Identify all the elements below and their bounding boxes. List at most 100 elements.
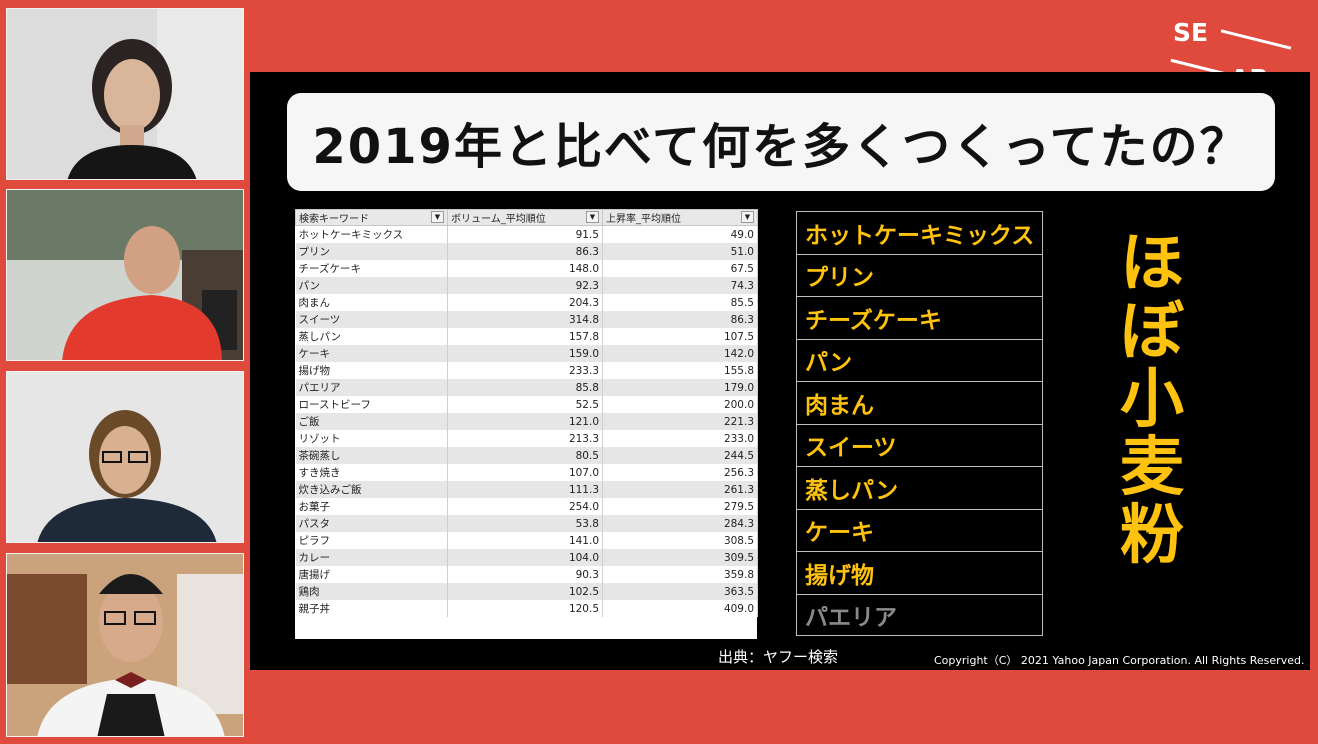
keyword-cell[interactable]: 茶碗蒸し: [295, 447, 448, 464]
filter-dropdown-icon[interactable]: ▼: [741, 211, 754, 223]
keyword-cell[interactable]: パスタ: [295, 515, 448, 532]
keyword-cell[interactable]: 唐揚げ: [295, 566, 448, 583]
growth-cell[interactable]: 200.0: [602, 396, 758, 413]
participant-4-image: [7, 554, 243, 736]
table-row: ピラフ 141.0 308.5: [295, 532, 758, 549]
conclusion-text: ほ ぼ 小 麦 粉: [1120, 230, 1184, 570]
table-header-row: 検索キーワード ▼ ボリューム_平均順位 ▼ 上昇率_平均順位 ▼: [295, 209, 758, 226]
growth-cell[interactable]: 51.0: [602, 243, 758, 260]
volume-cell[interactable]: 233.3: [447, 362, 603, 379]
slide-title: 2019年と比べて何を多くつくってたの？: [312, 119, 1250, 175]
source-note: 出典：ヤフー検索: [718, 648, 839, 666]
growth-cell[interactable]: 256.3: [602, 464, 758, 481]
growth-cell[interactable]: 85.5: [602, 294, 758, 311]
growth-cell[interactable]: 67.5: [602, 260, 758, 277]
volume-cell[interactable]: 92.3: [447, 277, 603, 294]
growth-cell[interactable]: 179.0: [602, 379, 758, 396]
column-header-volume[interactable]: ボリューム_平均順位 ▼: [447, 209, 603, 226]
growth-cell[interactable]: 86.3: [602, 311, 758, 328]
growth-cell[interactable]: 308.5: [602, 532, 758, 549]
volume-cell[interactable]: 90.3: [447, 566, 603, 583]
volume-cell[interactable]: 213.3: [447, 430, 603, 447]
volume-cell[interactable]: 91.5: [447, 225, 603, 243]
ranking-item: 肉まん: [796, 381, 1043, 424]
keyword-cell[interactable]: 鶏肉: [295, 583, 448, 600]
growth-cell[interactable]: 279.5: [602, 498, 758, 515]
volume-cell[interactable]: 120.5: [447, 600, 603, 617]
growth-cell[interactable]: 142.0: [602, 345, 758, 362]
growth-cell[interactable]: 409.0: [602, 600, 758, 617]
ranking-item: ホットケーキミックス: [796, 211, 1043, 254]
volume-cell[interactable]: 80.5: [447, 447, 603, 464]
participant-1-image: [7, 9, 243, 179]
keyword-cell[interactable]: パエリア: [295, 379, 448, 396]
keyword-cell[interactable]: スイーツ: [295, 311, 448, 328]
keyword-cell[interactable]: 親子丼: [295, 600, 448, 617]
volume-cell[interactable]: 107.0: [447, 464, 603, 481]
growth-cell[interactable]: 244.5: [602, 447, 758, 464]
participant-video-2[interactable]: [6, 189, 244, 361]
table-row: パン 92.3 74.3: [295, 277, 758, 294]
ranking-item: スイーツ: [796, 423, 1043, 466]
growth-cell[interactable]: 49.0: [602, 225, 758, 243]
keyword-cell[interactable]: 揚げ物: [295, 362, 448, 379]
shared-slide: 2019年と比べて何を多くつくってたの？ 検索キーワード ▼ ボリューム_平均順位…: [250, 72, 1310, 670]
keyword-cell[interactable]: パン: [295, 277, 448, 294]
volume-cell[interactable]: 314.8: [447, 311, 603, 328]
growth-cell[interactable]: 233.0: [602, 430, 758, 447]
growth-cell[interactable]: 221.3: [602, 413, 758, 430]
column-header-growth[interactable]: 上昇率_平均順位 ▼: [602, 209, 758, 226]
participant-video-4[interactable]: [6, 553, 244, 737]
keyword-cell[interactable]: カレー: [295, 549, 448, 566]
keyword-cell[interactable]: ご飯: [295, 413, 448, 430]
growth-cell[interactable]: 74.3: [602, 277, 758, 294]
table-row: 肉まん 204.3 85.5: [295, 294, 758, 311]
volume-cell[interactable]: 111.3: [447, 481, 603, 498]
keyword-cell[interactable]: チーズケーキ: [295, 260, 448, 277]
volume-cell[interactable]: 102.5: [447, 583, 603, 600]
keyword-cell[interactable]: 蒸しパン: [295, 328, 448, 345]
keyword-cell[interactable]: お菓子: [295, 498, 448, 515]
keyword-cell[interactable]: ピラフ: [295, 532, 448, 549]
keyword-cell[interactable]: すき焼き: [295, 464, 448, 481]
table-row: パスタ 53.8 284.3: [295, 515, 758, 532]
ranking-item: パン: [796, 338, 1043, 381]
keyword-cell[interactable]: プリン: [295, 243, 448, 260]
keyword-cell[interactable]: ローストビーフ: [295, 396, 448, 413]
table-row: 鶏肉 102.5 363.5: [295, 583, 758, 600]
table-row: チーズケーキ 148.0 67.5: [295, 260, 758, 277]
growth-cell[interactable]: 155.8: [602, 362, 758, 379]
slide-title-box: 2019年と比べて何を多くつくってたの？: [287, 93, 1275, 191]
volume-cell[interactable]: 52.5: [447, 396, 603, 413]
column-header-keyword[interactable]: 検索キーワード ▼: [295, 209, 448, 226]
participant-video-1[interactable]: [6, 8, 244, 180]
growth-cell[interactable]: 359.8: [602, 566, 758, 583]
growth-cell[interactable]: 107.5: [602, 328, 758, 345]
volume-cell[interactable]: 141.0: [447, 532, 603, 549]
filter-dropdown-icon[interactable]: ▼: [586, 211, 599, 223]
filter-dropdown-icon[interactable]: ▼: [431, 211, 444, 223]
keyword-cell[interactable]: ケーキ: [295, 345, 448, 362]
volume-cell[interactable]: 121.0: [447, 413, 603, 430]
volume-cell[interactable]: 53.8: [447, 515, 603, 532]
volume-cell[interactable]: 254.0: [447, 498, 603, 515]
volume-cell[interactable]: 104.0: [447, 549, 603, 566]
volume-cell[interactable]: 204.3: [447, 294, 603, 311]
keyword-cell[interactable]: ホットケーキミックス: [295, 225, 448, 243]
keyword-cell[interactable]: 炊き込みご飯: [295, 481, 448, 498]
volume-cell[interactable]: 157.8: [447, 328, 603, 345]
participant-video-3[interactable]: [6, 371, 244, 543]
keyword-cell[interactable]: 肉まん: [295, 294, 448, 311]
growth-cell[interactable]: 309.5: [602, 549, 758, 566]
logo-stroke: [1220, 29, 1292, 50]
growth-cell[interactable]: 363.5: [602, 583, 758, 600]
growth-cell[interactable]: 261.3: [602, 481, 758, 498]
volume-cell[interactable]: 85.8: [447, 379, 603, 396]
volume-cell[interactable]: 148.0: [447, 260, 603, 277]
table-row: 揚げ物 233.3 155.8: [295, 362, 758, 379]
volume-cell[interactable]: 86.3: [447, 243, 603, 260]
keyword-cell[interactable]: リゾット: [295, 430, 448, 447]
growth-cell[interactable]: 284.3: [602, 515, 758, 532]
volume-cell[interactable]: 159.0: [447, 345, 603, 362]
ranking-item: プリン: [796, 253, 1043, 296]
